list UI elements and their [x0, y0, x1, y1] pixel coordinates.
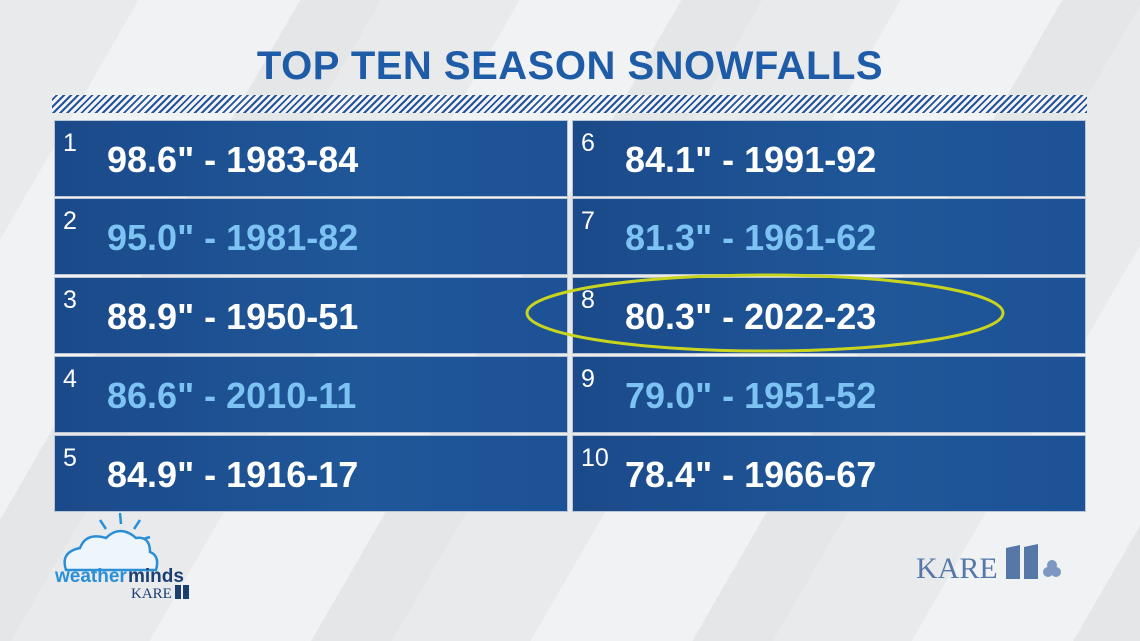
rank: 1	[63, 129, 77, 157]
snowfall: 80.3" - 2022-23	[625, 296, 877, 337]
snowfall: 88.9" - 1950-51	[107, 296, 359, 337]
entry-row: 10 78.4" - 1966-67	[573, 436, 1085, 511]
entry-row: 5 84.9" - 1916-17	[55, 436, 567, 511]
entry-row: 1 98.6" - 1983-84	[55, 121, 567, 196]
title: TOP TEN SEASON SNOWFALLS	[256, 44, 884, 88]
snowfall: 84.1" - 1991-92	[625, 139, 877, 180]
rank: 5	[63, 444, 77, 472]
highlight-ring	[525, 273, 1005, 353]
weatherminds-logo: weather minds KARE	[54, 512, 189, 602]
logo-text: KARE	[916, 552, 998, 585]
rank: 10	[581, 444, 609, 472]
snowfall: 95.0" - 1981-82	[107, 217, 359, 258]
entry-row: 6 84.1" - 1991-92	[573, 121, 1085, 196]
entry-row: 9 79.0" - 1951-52	[573, 357, 1085, 432]
snowfall: 98.6" - 1983-84	[107, 139, 359, 180]
divider	[52, 95, 1087, 113]
entry-row: 3 88.9" - 1950-51	[55, 278, 567, 353]
entry-row: 4 86.6" - 2010-11	[55, 357, 567, 432]
logo-text: weather	[54, 566, 127, 587]
snowfall: 86.6" - 2010-11	[107, 375, 357, 416]
logo-text: minds	[128, 566, 184, 587]
rank: 3	[63, 286, 77, 314]
snowfall: 78.4" - 1966-67	[625, 454, 877, 495]
rank: 6	[581, 129, 595, 157]
snowfall: 84.9" - 1916-17	[107, 454, 359, 495]
rank: 8	[581, 286, 595, 314]
rank: 4	[63, 365, 77, 393]
entry-row: 8 80.3" - 2022-23	[573, 278, 1085, 353]
rank: 9	[581, 365, 595, 393]
rank: 2	[63, 207, 77, 235]
logo-text: KARE	[131, 586, 172, 602]
entry-row: 2 95.0" - 1981-82	[55, 199, 567, 274]
snowfall: 81.3" - 1961-62	[625, 217, 877, 258]
station-logo: KARE	[916, 544, 1061, 585]
entry-row: 7 81.3" - 1961-62	[573, 199, 1085, 274]
snowfall: 79.0" - 1951-52	[625, 375, 877, 416]
rank: 7	[581, 207, 595, 235]
